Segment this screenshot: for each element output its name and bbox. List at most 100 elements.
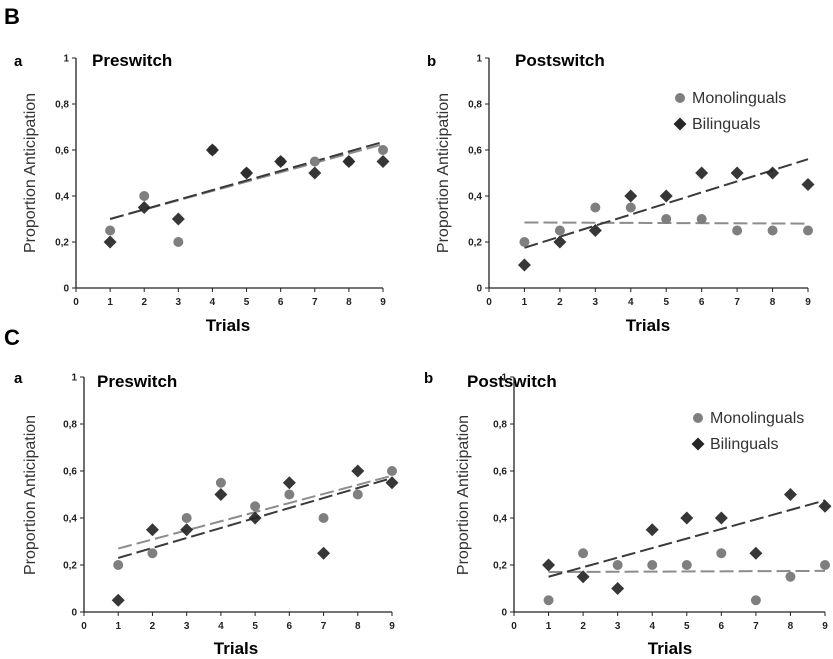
bilinguals-point [714,511,728,525]
bilinguals-point [611,582,625,595]
x-tick-label: 2 [150,621,156,632]
x-tick-label: 8 [355,621,361,632]
panel-letter: a [14,53,23,70]
monolinguals-point [284,489,295,500]
x-tick-label: 6 [278,297,284,308]
monolinguals-point [647,560,658,570]
x-tick-label: 0 [81,621,87,632]
bilinguals-point [818,499,832,513]
x-tick-label: 3 [615,621,621,632]
legend-monolinguals-marker [675,93,685,103]
panel-title: Preswitch [97,372,177,391]
bilinguals-point [624,189,638,203]
y-tick-label: 0,6 [63,467,77,478]
x-tick-label: 2 [557,297,563,308]
panel-letter: b [424,370,433,387]
x-tick-label: 9 [805,297,811,308]
monolinguals-point [696,214,707,224]
x-tick-label: 7 [753,621,759,632]
x-tick-label: 9 [380,297,386,308]
chart-panel-b-b: b Postswitch 0 0,2 0,4 0,6 0,8 1 0 1 2 3 4 5 6 7 8 9 Trial… [427,51,815,335]
x-tick-label: 7 [321,621,327,632]
y-tick-label: 1 [476,54,482,65]
x-axis-label: Trials [206,316,250,335]
x-tick-label: 6 [719,621,725,632]
x-tick-label: 3 [184,621,190,632]
legend-bilinguals-label: Bilinguals [710,436,778,453]
monolinguals-point [732,225,743,236]
y-axis-label: Proportion Anticipation [22,415,39,575]
x-tick-label: 1 [107,297,113,308]
x-tick-label: 8 [788,621,794,632]
x-tick-label: 9 [822,621,828,632]
x-tick-label: 5 [252,621,258,632]
x-tick-label: 5 [684,621,690,632]
bilinguals-point [342,155,356,168]
panel-title: Postswitch [515,51,605,70]
monolinguals-point [625,202,636,213]
monolinguals-point [173,237,184,247]
bilinguals-point [111,593,125,607]
y-tick-label: 0,8 [468,100,482,111]
y-tick-label: 0,4 [468,192,482,203]
bilinguals-point [282,476,296,490]
section-label-c: C [4,325,20,350]
legend-bilinguals-marker [673,117,687,131]
bilinguals-point [248,511,262,525]
legend: Monolinguals Bilinguals [673,90,786,133]
bilinguals-point [553,235,567,249]
monolinguals-point [181,513,192,523]
y-tick-label: 0 [476,284,482,295]
x-tick-label: 0 [73,297,79,308]
monolinguals-point [215,477,226,488]
x-axis-label: Trials [648,639,692,658]
y-axis-label: Proportion Anticipation [435,93,452,253]
monolinguals-point [105,225,116,236]
bilinguals-point [145,523,159,537]
y-tick-label: 0,4 [55,192,69,203]
bilinguals-point [317,546,331,560]
y-tick-label: 0,6 [468,146,482,157]
monolinguals-point [681,560,692,570]
bilinguals-point [749,546,763,560]
bilinguals-series [517,166,815,272]
monolinguals-point [519,237,530,247]
monolinguals-point [750,595,761,606]
monolinguals-point [661,214,672,224]
monolinguals-series [543,548,830,606]
x-tick-label: 7 [734,297,740,308]
panel-title: Preswitch [92,51,172,70]
y-axis-label: Proportion Anticipation [22,93,39,253]
legend-monolinguals-label: Monolinguals [692,90,786,107]
y-tick-label: 0,6 [55,146,69,157]
bilinguals-point [695,166,709,180]
bilinguals-point [171,212,185,226]
y-tick-label: 0,2 [493,561,507,572]
legend-monolinguals-marker [693,413,703,423]
monolinguals-trend-line [548,569,826,574]
x-axis-label: Trials [214,639,258,658]
bilinguals-point [214,488,228,501]
x-tick-label: 4 [210,297,216,308]
x-tick-label: 6 [287,621,293,632]
monolinguals-point [785,571,796,582]
monolinguals-point [578,548,589,559]
bilinguals-point [103,235,117,249]
bilinguals-point [240,166,254,180]
monolinguals-point [139,191,150,201]
x-tick-label: 7 [312,297,318,308]
chart-panel-c-b: b Postswitch 0 0,2 0,4 0,6 0,8 1 0 1 2 3 4 5 6 7 8 9 Trial… [424,370,832,658]
x-tick-label: 1 [546,621,552,632]
bilinguals-point [801,178,815,191]
bilinguals-point [351,464,365,478]
bilinguals-point [274,155,288,168]
panel-letter: b [427,53,436,70]
monolinguals-point [352,489,363,500]
y-tick-label: 1 [63,54,69,65]
y-tick-label: 0,2 [468,238,482,249]
y-tick-label: 0,8 [493,420,507,431]
x-tick-label: 8 [346,297,352,308]
x-tick-label: 2 [580,621,586,632]
bilinguals-trend-line [548,499,826,578]
y-tick-label: 0 [501,608,507,619]
